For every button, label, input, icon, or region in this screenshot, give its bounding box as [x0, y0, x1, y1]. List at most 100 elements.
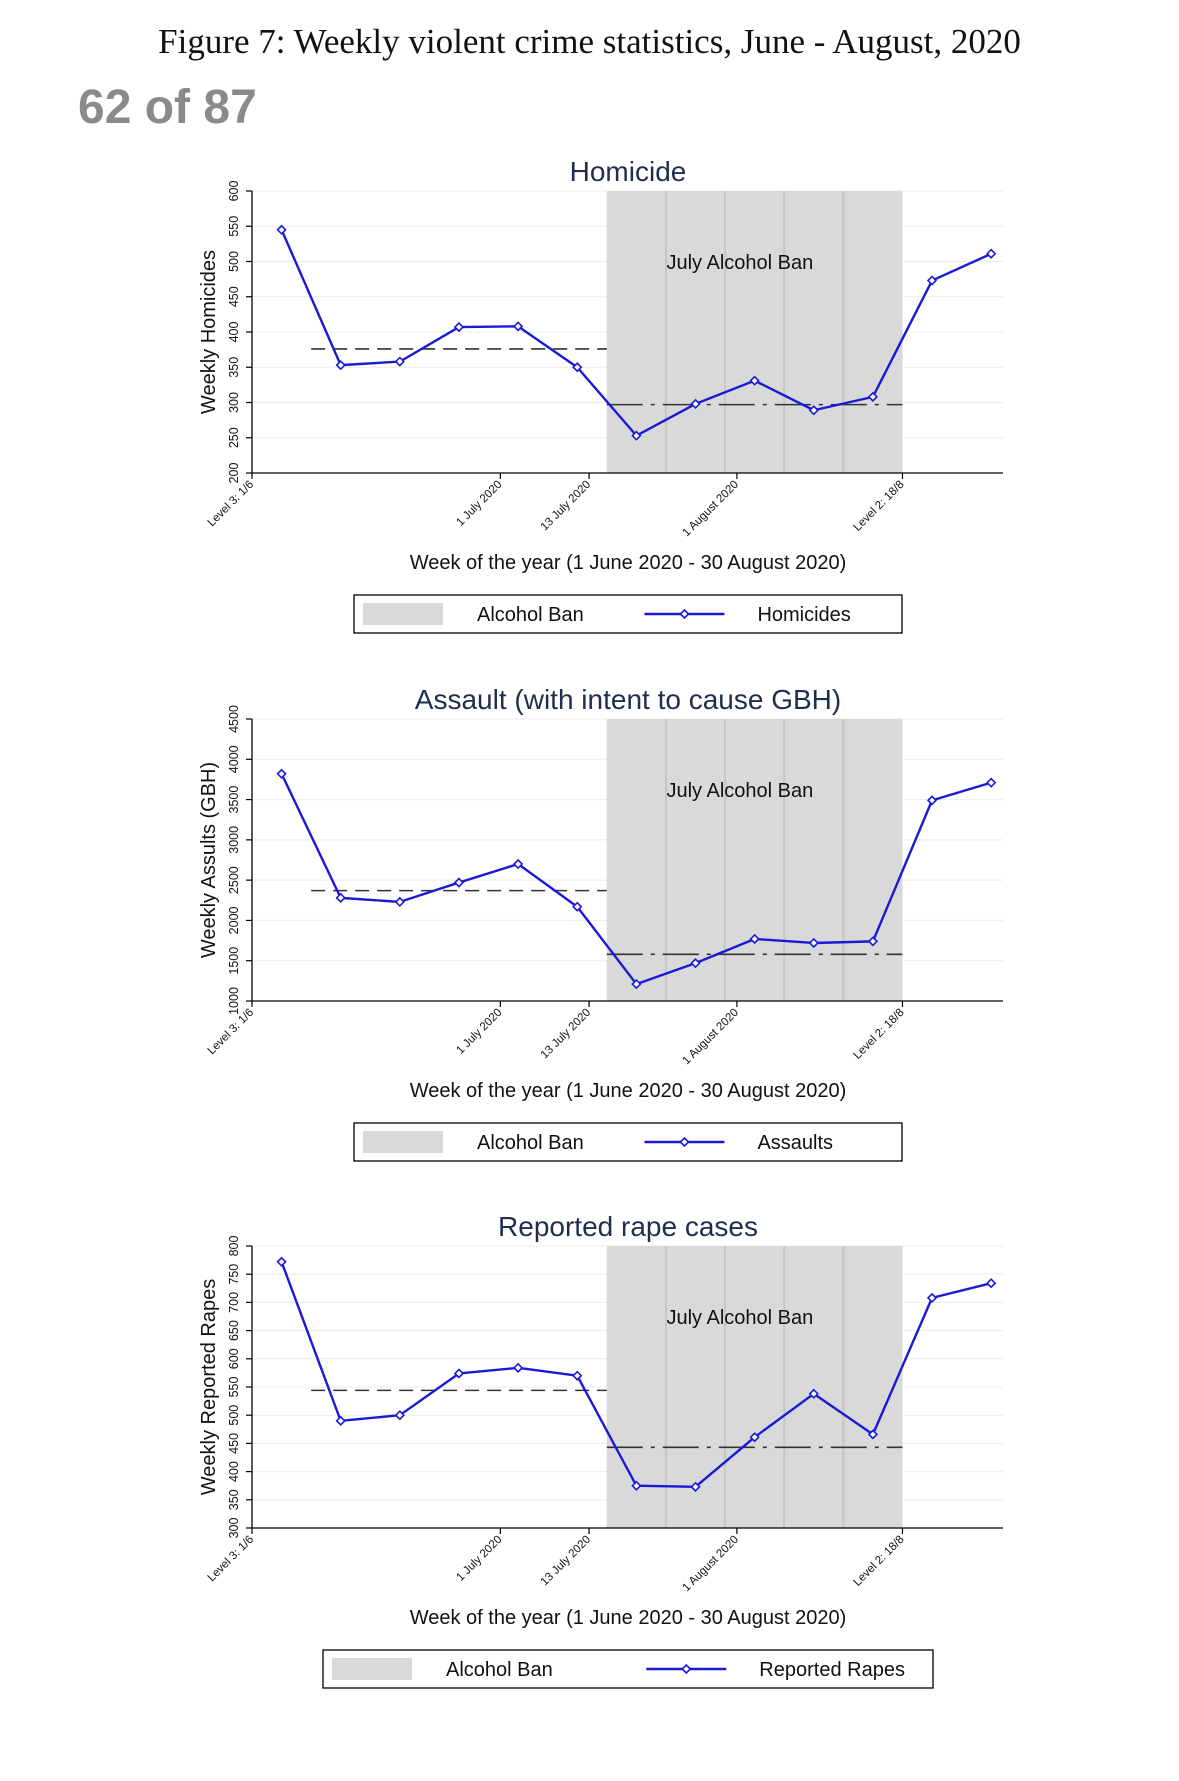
- legend-band-label: Alcohol Ban: [446, 1659, 553, 1681]
- y-tick-label: 450: [227, 286, 241, 307]
- y-tick-label: 4500: [227, 705, 241, 733]
- legend-band-swatch: [332, 1658, 412, 1680]
- band-label: July Alcohol Ban: [666, 252, 813, 274]
- y-tick-label: 550: [227, 1377, 241, 1398]
- legend-series-label: Assaults: [757, 1132, 833, 1154]
- data-point: [572, 362, 583, 373]
- data-point: [394, 1410, 405, 1421]
- page-counter: 62 of 87: [78, 81, 257, 134]
- y-tick-label: 300: [227, 1518, 241, 1539]
- x-tick-label: Level 2: 18/8: [852, 479, 907, 534]
- data-point: [394, 356, 405, 367]
- y-tick-label: 800: [227, 1236, 241, 1257]
- x-axis-label: Week of the year (1 June 2020 - 30 Augus…: [410, 1607, 847, 1629]
- band-label: July Alcohol Ban: [666, 780, 813, 802]
- x-axis-label: Week of the year (1 June 2020 - 30 Augus…: [410, 1080, 847, 1102]
- legend-series-marker: [681, 1663, 692, 1675]
- assault-chart: Assault (with intent to cause GBH) July A…: [198, 684, 1003, 1162]
- x-tick-label: 1 July 2020: [454, 1534, 504, 1584]
- y-tick-label: 250: [227, 427, 241, 448]
- y-axis-label: Weekly Assults (GBH): [198, 762, 220, 958]
- data-point: [512, 321, 524, 332]
- legend-series-label: Homicides: [757, 604, 850, 626]
- y-axis-label: Weekly Homicides: [198, 250, 220, 414]
- data-point: [335, 1415, 346, 1426]
- band-label: July Alcohol Ban: [666, 1307, 813, 1329]
- x-tick-label: 13 July 2020: [539, 1534, 594, 1589]
- x-tick-label: 1 July 2020: [454, 1007, 504, 1057]
- data-point: [690, 1481, 701, 1492]
- legend-band-swatch: [363, 1131, 443, 1153]
- y-tick-label: 1500: [227, 947, 241, 975]
- legend-band-label: Alcohol Ban: [477, 604, 584, 626]
- data-point: [808, 937, 819, 949]
- data-point: [749, 933, 760, 945]
- x-axis-label: Week of the year (1 June 2020 - 30 Augus…: [410, 552, 847, 574]
- data-point: [335, 892, 346, 903]
- data-point: [926, 795, 938, 806]
- data-point: [749, 1432, 760, 1443]
- y-tick-label: 750: [227, 1264, 241, 1285]
- data-point: [572, 901, 583, 912]
- alcohol-ban-band: [606, 1246, 903, 1528]
- data-point: [986, 777, 997, 788]
- y-tick-label: 200: [227, 463, 241, 484]
- data-point: [276, 768, 287, 779]
- y-axis-label: Weekly Reported Rapes: [198, 1279, 220, 1495]
- y-tick-label: 2000: [227, 906, 241, 934]
- chart-title: Homicide: [570, 156, 687, 187]
- y-tick-label: 400: [227, 1461, 241, 1482]
- y-tick-label: 400: [227, 322, 241, 343]
- y-tick-label: 3000: [227, 826, 241, 854]
- y-tick-label: 300: [227, 392, 241, 413]
- chart-title: Assault (with intent to cause GBH): [415, 684, 841, 715]
- data-point: [572, 1370, 583, 1381]
- x-tick-label: Level 2: 18/8: [852, 1534, 907, 1589]
- legend-box: [322, 1649, 934, 1689]
- alcohol-ban-band: [606, 719, 903, 1001]
- y-tick-label: 500: [227, 251, 241, 272]
- data-point: [631, 1480, 642, 1491]
- data-point: [453, 1368, 465, 1379]
- y-tick-label: 350: [227, 1489, 241, 1510]
- data-point: [276, 224, 287, 235]
- y-tick-label: 1000: [227, 987, 241, 1015]
- legend-band-swatch: [363, 603, 443, 625]
- legend-series-marker: [679, 1136, 690, 1148]
- data-point: [808, 405, 819, 416]
- y-tick-label: 500: [227, 1405, 241, 1426]
- x-tick-label: 1 August 2020: [681, 479, 741, 539]
- data-point: [808, 1388, 819, 1399]
- data-point: [631, 430, 642, 441]
- data-point: [276, 1256, 287, 1267]
- y-tick-label: 600: [227, 181, 241, 202]
- chart-title: Reported rape cases: [498, 1211, 758, 1242]
- y-tick-label: 2500: [227, 866, 241, 894]
- data-point: [926, 1292, 938, 1304]
- data-point: [986, 1278, 997, 1289]
- data-point: [867, 1429, 879, 1440]
- data-point: [690, 958, 701, 969]
- y-tick-label: 550: [227, 216, 241, 237]
- data-point: [335, 360, 346, 371]
- data-point: [512, 1362, 524, 1373]
- x-tick-label: 13 July 2020: [539, 479, 594, 534]
- data-point: [986, 248, 997, 259]
- figure-title: Figure 7: Weekly violent crime statistic…: [158, 22, 1021, 61]
- legend-series-label: Reported Rapes: [759, 1659, 905, 1681]
- legend-box: [353, 1122, 903, 1162]
- y-tick-label: 650: [227, 1320, 241, 1341]
- y-tick-label: 350: [227, 357, 241, 378]
- x-tick-label: Level 3: 1/6: [206, 479, 257, 530]
- y-tick-label: 4000: [227, 745, 241, 773]
- x-tick-label: 1 July 2020: [454, 479, 504, 529]
- data-point: [394, 896, 405, 908]
- legend-band-label: Alcohol Ban: [477, 1132, 584, 1154]
- alcohol-ban-band: [606, 191, 903, 473]
- data-point: [631, 978, 642, 990]
- x-tick-label: Level 2: 18/8: [852, 1007, 907, 1062]
- y-tick-label: 600: [227, 1348, 241, 1369]
- data-point: [749, 375, 760, 386]
- data-point: [453, 321, 465, 333]
- x-tick-label: 13 July 2020: [539, 1007, 594, 1062]
